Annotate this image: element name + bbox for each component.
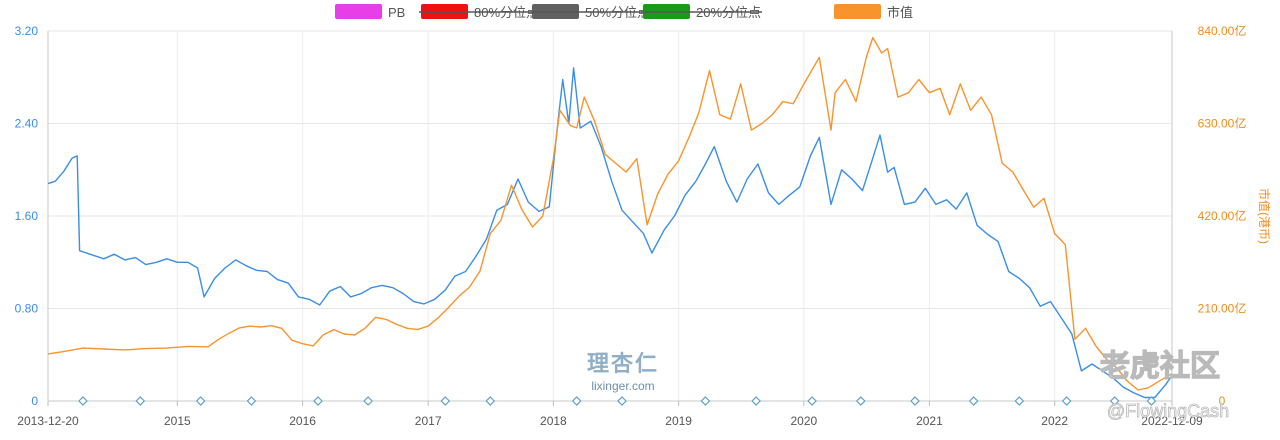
x-tick-label: 2020 xyxy=(791,414,818,428)
y-right-tick-label: 630.00亿 xyxy=(1198,116,1247,131)
legend-item[interactable]: 20%分位点 xyxy=(641,4,762,20)
diamond-marker xyxy=(313,396,323,406)
legend-swatch xyxy=(335,4,382,19)
legend-item[interactable]: 80%分位点 xyxy=(419,4,540,20)
legend-swatch xyxy=(834,4,881,19)
diamond-marker xyxy=(751,396,762,406)
diamond-marker xyxy=(485,396,496,406)
y-right-axis-label: 市值(港币) xyxy=(1257,188,1272,244)
x-tick-label: 2013-12-20 xyxy=(17,414,79,428)
chart-series xyxy=(47,36,1173,399)
series-line-pb xyxy=(47,67,1173,399)
diamond-marker xyxy=(246,396,257,406)
y-right-tick-label: 840.00亿 xyxy=(1198,23,1247,38)
legend-label: 市值 xyxy=(887,5,913,20)
series-line-market-cap xyxy=(47,36,1173,391)
x-tick-label: 2018 xyxy=(540,414,567,428)
diamond-marker xyxy=(363,396,373,406)
chart-legend[interactable]: PB 80%分位点 50%分位点 20%分位点 市值 xyxy=(335,4,913,20)
diamond-marker xyxy=(571,396,582,406)
diamond-marker xyxy=(135,396,146,406)
diamond-marker xyxy=(1014,396,1025,406)
diamond-marker xyxy=(1146,396,1157,406)
diamond-marker xyxy=(1061,396,1072,406)
y-right-tick-label: 210.00亿 xyxy=(1198,301,1247,316)
laohu-watermark-en: @FlowingCash xyxy=(1107,401,1229,421)
diamond-marker xyxy=(700,396,711,406)
x-tick-label: 2016 xyxy=(289,414,316,428)
y-left-tick-label: 3.20 xyxy=(15,24,39,38)
y-right-tick-label: 420.00亿 xyxy=(1198,208,1247,223)
diamond-marker xyxy=(910,396,920,406)
x-tick-label: 2022-12-09 xyxy=(1141,414,1203,428)
x-tick-label: 2017 xyxy=(415,414,442,428)
x-tick-label: 2019 xyxy=(665,414,692,428)
chart-diamond-markers xyxy=(78,396,1157,406)
legend-item[interactable]: 50%分位点 xyxy=(530,4,651,20)
diamond-marker xyxy=(807,396,817,406)
legend-item[interactable]: PB xyxy=(335,4,405,20)
y-left-tick-label: 0.80 xyxy=(15,302,39,316)
y-left-tick-label: 0 xyxy=(31,394,38,408)
diamond-marker xyxy=(617,396,627,406)
y-right-tick-label: 0 xyxy=(1219,394,1226,408)
lixinger-watermark-cn: 理杏仁 xyxy=(587,351,659,376)
laohu-watermark-cn: 老虎社区 xyxy=(1100,350,1220,383)
diamond-marker xyxy=(855,396,866,406)
diamond-marker xyxy=(440,396,451,406)
y-left-tick-label: 2.40 xyxy=(15,117,39,131)
chart-gridlines xyxy=(48,30,1172,402)
x-tick-label: 2015 xyxy=(164,414,191,428)
diamond-marker xyxy=(195,396,206,406)
chart-axes: 0 0 0.80 210.00亿 1.60 420.00亿 2.40 630.00亿 3.20 8… xyxy=(15,23,1272,428)
lixinger-watermark-en: lixinger.com xyxy=(591,379,654,393)
diamond-marker xyxy=(968,396,979,406)
legend-item[interactable]: 市值 xyxy=(834,4,913,20)
legend-label: PB xyxy=(388,5,405,20)
watermarks: 理杏仁 lixinger.com 老虎社区 @FlowingCash xyxy=(587,349,1230,421)
diamond-marker xyxy=(78,396,88,406)
y-left-tick-label: 1.60 xyxy=(15,209,39,223)
diamond-marker xyxy=(1109,396,1120,406)
x-tick-label: 2021 xyxy=(916,414,943,428)
x-tick-label: 2022 xyxy=(1041,414,1068,428)
